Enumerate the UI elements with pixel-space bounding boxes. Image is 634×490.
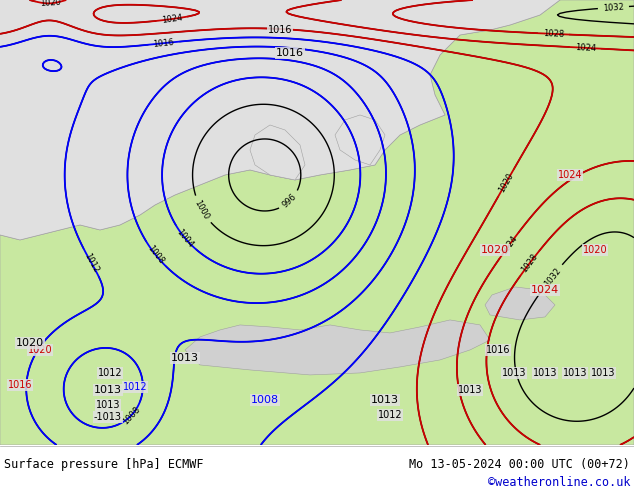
Text: 1013: 1013 [371, 395, 399, 405]
Text: 1028: 1028 [543, 29, 564, 39]
Text: 996: 996 [281, 192, 299, 210]
Text: 1016: 1016 [268, 25, 292, 35]
Text: 1020: 1020 [28, 345, 53, 355]
Text: 1016: 1016 [276, 48, 304, 58]
Polygon shape [52, 13, 95, 40]
Text: 1013: 1013 [458, 385, 482, 395]
Polygon shape [250, 125, 305, 180]
Text: Mo 13-05-2024 00:00 UTC (00+72): Mo 13-05-2024 00:00 UTC (00+72) [409, 458, 630, 471]
Text: Surface pressure [hPa] ECMWF: Surface pressure [hPa] ECMWF [4, 458, 204, 471]
Polygon shape [0, 10, 50, 55]
Text: 1032: 1032 [542, 266, 562, 288]
Text: 1008: 1008 [145, 244, 165, 266]
Text: 1032: 1032 [602, 2, 624, 13]
Text: 1024: 1024 [574, 43, 596, 53]
Text: 1013: 1013 [501, 368, 526, 378]
Text: 1020: 1020 [497, 172, 515, 195]
Polygon shape [0, 0, 634, 445]
Text: 1012: 1012 [123, 382, 147, 392]
Text: 1000: 1000 [193, 198, 211, 221]
Text: 1016: 1016 [8, 380, 32, 390]
Polygon shape [485, 287, 555, 320]
Text: 1028: 1028 [519, 252, 540, 274]
Text: 1012: 1012 [378, 410, 403, 420]
Text: 1020: 1020 [481, 245, 509, 255]
Polygon shape [185, 320, 490, 375]
Text: 1020: 1020 [16, 338, 44, 348]
Text: 1012: 1012 [82, 251, 100, 274]
Text: -1013: -1013 [94, 412, 122, 422]
Text: 1008: 1008 [121, 404, 142, 426]
Text: 1013: 1013 [563, 368, 587, 378]
Text: 1004: 1004 [175, 227, 195, 249]
Text: 1024: 1024 [531, 285, 559, 295]
Text: 1016: 1016 [153, 38, 175, 49]
Text: ©weatheronline.co.uk: ©weatheronline.co.uk [488, 476, 630, 489]
Text: 1013: 1013 [94, 385, 122, 395]
Polygon shape [335, 115, 385, 165]
Text: 1013: 1013 [533, 368, 557, 378]
Text: 1013: 1013 [171, 353, 199, 363]
Text: 1012: 1012 [98, 368, 122, 378]
Text: 1013: 1013 [96, 400, 120, 410]
Text: 1024: 1024 [499, 234, 519, 257]
Text: 1020: 1020 [583, 245, 607, 255]
Text: 1008: 1008 [251, 395, 279, 405]
Polygon shape [0, 0, 560, 240]
Text: 1024: 1024 [161, 13, 183, 25]
Text: 1024: 1024 [558, 170, 582, 180]
Text: 1016: 1016 [486, 345, 510, 355]
Text: 1020: 1020 [40, 0, 61, 8]
Text: 1013: 1013 [591, 368, 615, 378]
